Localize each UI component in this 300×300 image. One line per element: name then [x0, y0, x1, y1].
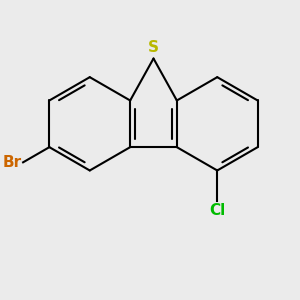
Text: Br: Br — [3, 155, 22, 170]
Text: S: S — [148, 40, 159, 55]
Text: Cl: Cl — [209, 202, 225, 217]
